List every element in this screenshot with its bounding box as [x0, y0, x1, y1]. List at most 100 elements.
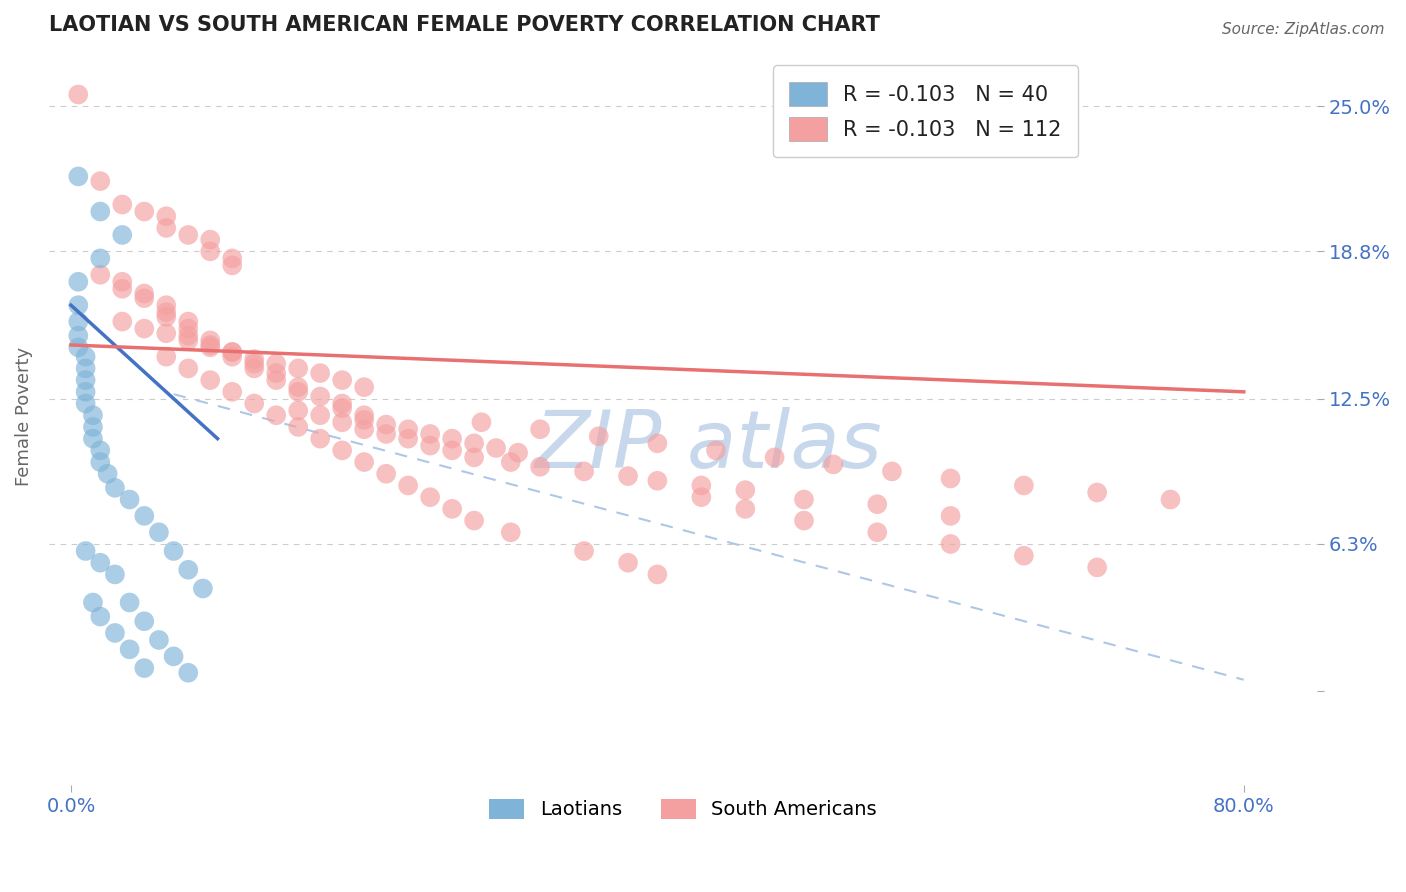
Point: [1085, 485, 1108, 500]
Point: [200, 373, 222, 387]
Point: [309, 366, 332, 380]
Point: [89, 268, 111, 282]
Point: [177, 227, 200, 242]
Point: [134, 321, 156, 335]
Point: [134, 286, 156, 301]
Point: [309, 408, 332, 422]
Point: [67, 340, 90, 354]
Point: [89, 174, 111, 188]
Point: [118, 492, 141, 507]
Point: [264, 408, 287, 422]
Point: [89, 609, 111, 624]
Point: [221, 345, 243, 359]
Point: [647, 567, 669, 582]
Point: [221, 350, 243, 364]
Point: [734, 501, 756, 516]
Point: [134, 661, 156, 675]
Point: [155, 350, 177, 364]
Point: [118, 642, 141, 657]
Point: [499, 525, 522, 540]
Point: [104, 626, 127, 640]
Point: [1012, 549, 1035, 563]
Point: [104, 567, 127, 582]
Point: [309, 432, 332, 446]
Point: [177, 328, 200, 343]
Point: [647, 436, 669, 450]
Point: [353, 380, 375, 394]
Point: [243, 361, 266, 376]
Point: [67, 169, 90, 184]
Point: [177, 563, 200, 577]
Point: [111, 275, 134, 289]
Point: [162, 649, 184, 664]
Point: [330, 415, 353, 429]
Point: [89, 455, 111, 469]
Point: [287, 420, 309, 434]
Point: [177, 334, 200, 348]
Point: [200, 338, 222, 352]
Point: [89, 443, 111, 458]
Point: [353, 455, 375, 469]
Point: [243, 352, 266, 367]
Point: [134, 204, 156, 219]
Point: [221, 252, 243, 266]
Point: [75, 361, 97, 376]
Point: [330, 401, 353, 416]
Point: [939, 508, 962, 523]
Point: [375, 417, 398, 432]
Text: LAOTIAN VS SOUTH AMERICAN FEMALE POVERTY CORRELATION CHART: LAOTIAN VS SOUTH AMERICAN FEMALE POVERTY…: [49, 15, 880, 35]
Point: [647, 474, 669, 488]
Point: [485, 441, 508, 455]
Point: [287, 380, 309, 394]
Point: [463, 450, 485, 465]
Point: [177, 315, 200, 329]
Point: [67, 87, 90, 102]
Point: [148, 525, 170, 540]
Point: [264, 366, 287, 380]
Point: [704, 443, 727, 458]
Point: [690, 490, 713, 504]
Point: [441, 443, 464, 458]
Point: [191, 582, 214, 596]
Point: [763, 450, 786, 465]
Point: [67, 298, 90, 312]
Point: [690, 478, 713, 492]
Point: [396, 422, 419, 436]
Point: [221, 384, 243, 399]
Point: [330, 443, 353, 458]
Point: [200, 340, 222, 354]
Point: [67, 328, 90, 343]
Point: [111, 315, 134, 329]
Legend: Laotians, South Americans: Laotians, South Americans: [481, 791, 884, 827]
Point: [588, 429, 610, 443]
Point: [463, 514, 485, 528]
Point: [82, 595, 104, 609]
Point: [617, 556, 640, 570]
Point: [287, 403, 309, 417]
Point: [287, 384, 309, 399]
Point: [419, 490, 441, 504]
Point: [82, 420, 104, 434]
Point: [441, 501, 464, 516]
Point: [200, 233, 222, 247]
Point: [111, 282, 134, 296]
Point: [309, 390, 332, 404]
Point: [793, 514, 815, 528]
Point: [880, 464, 903, 478]
Point: [572, 544, 595, 558]
Point: [617, 469, 640, 483]
Point: [155, 305, 177, 319]
Point: [734, 483, 756, 497]
Point: [177, 361, 200, 376]
Point: [1085, 560, 1108, 574]
Point: [419, 439, 441, 453]
Point: [134, 508, 156, 523]
Point: [1159, 492, 1181, 507]
Point: [97, 467, 120, 481]
Point: [111, 197, 134, 211]
Point: [866, 497, 889, 511]
Point: [162, 544, 184, 558]
Point: [264, 373, 287, 387]
Point: [330, 373, 353, 387]
Point: [134, 291, 156, 305]
